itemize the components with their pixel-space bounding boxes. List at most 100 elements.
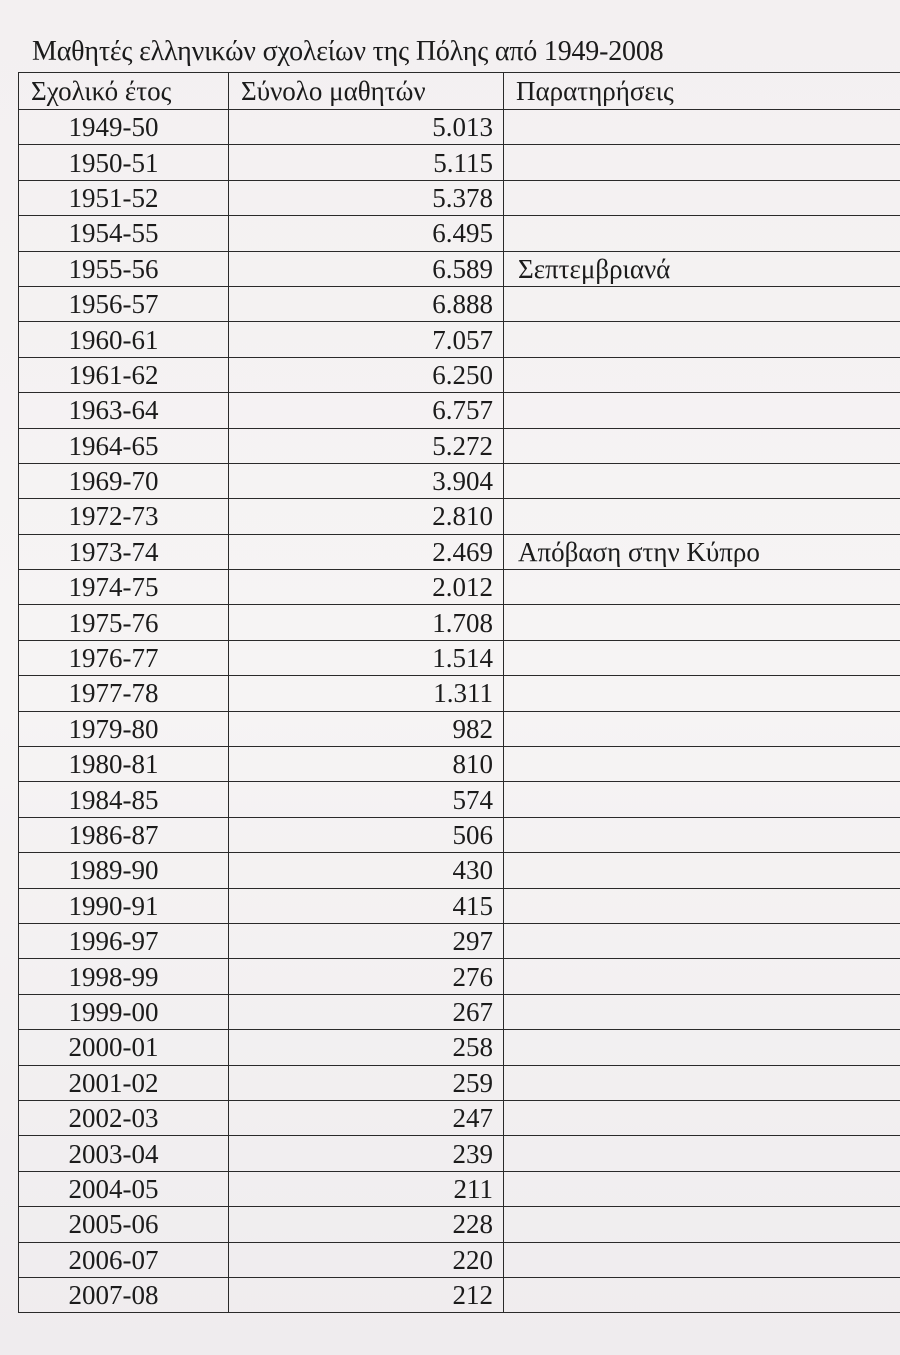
remarks-cell: [503, 746, 900, 783]
table-row: 1960-61 7.057: [18, 321, 900, 358]
total-students-cell: 212: [228, 1276, 504, 1314]
total-students-cell: 2.012: [228, 569, 504, 606]
page-title: Μαθητές ελληνικών σχολείων της Πόλης από…: [32, 36, 664, 67]
total-students-cell: 239: [228, 1135, 504, 1172]
school-year-cell: 1973-74: [18, 533, 229, 571]
total-students-cell: 228: [228, 1206, 504, 1243]
school-year-cell: 1972-73: [18, 498, 229, 535]
school-year-cell: 1989-90: [18, 852, 229, 889]
table-row: 1979-80 982: [18, 710, 900, 748]
table-row: 1990-91 415: [18, 887, 900, 924]
total-students-cell: 220: [228, 1241, 504, 1278]
table-row: 1977-78 1.311: [18, 675, 900, 712]
remarks-cell: [503, 710, 900, 748]
school-year-cell: 2000-01: [18, 1029, 229, 1066]
remarks-cell: [503, 1170, 900, 1208]
table-row: 1980-81 810: [18, 746, 900, 783]
school-year-cell: 1963-64: [18, 392, 229, 429]
total-students-cell: 6.250: [228, 356, 504, 394]
school-year-cell: 1976-77: [18, 639, 229, 677]
school-year-cell: 1949-50: [18, 108, 229, 146]
total-students-cell: 2.469: [228, 533, 504, 571]
school-year-cell: 1961-62: [18, 356, 229, 394]
total-students-cell: 247: [228, 1099, 504, 1137]
total-students-cell: 276: [228, 958, 504, 995]
total-students-cell: 506: [228, 816, 504, 854]
table-row: 1998-99 276: [18, 958, 900, 995]
students-table: Σχολικό έτος Σύνολο μαθητών Παρατηρήσεις…: [18, 72, 900, 1314]
remarks-cell: [503, 1029, 900, 1066]
total-students-cell: 6.888: [228, 285, 504, 323]
table-row: 2007-08 212: [18, 1276, 900, 1314]
total-students-cell: 5.378: [228, 179, 504, 217]
column-header-remarks: Παρατηρήσεις: [503, 72, 900, 110]
school-year-cell: 1998-99: [18, 958, 229, 995]
remarks-cell: [503, 993, 900, 1031]
table-row: 1989-90 430: [18, 852, 900, 889]
table-row: 1961-62 6.250: [18, 356, 900, 394]
remarks-cell: [503, 639, 900, 677]
remarks-cell: [503, 675, 900, 712]
total-students-cell: 1.708: [228, 604, 504, 641]
school-year-cell: 1950-51: [18, 144, 229, 181]
total-students-cell: 2.810: [228, 498, 504, 535]
total-students-cell: 982: [228, 710, 504, 748]
table-row: 1972-73 2.810: [18, 498, 900, 535]
school-year-cell: 1964-65: [18, 427, 229, 464]
table-row: 1975-76 1.708: [18, 604, 900, 641]
remarks-cell: [503, 108, 900, 146]
school-year-cell: 1990-91: [18, 887, 229, 924]
total-students-cell: 1.311: [228, 675, 504, 712]
table-row: 2003-04 239: [18, 1135, 900, 1172]
table-row: 1974-75 2.012: [18, 569, 900, 606]
remarks-cell: Απόβαση στην Κύπρο: [503, 533, 900, 571]
table-row: 1956-57 6.888: [18, 285, 900, 323]
remarks-cell: [503, 144, 900, 181]
total-students-cell: 574: [228, 781, 504, 818]
school-year-cell: 1986-87: [18, 816, 229, 854]
remarks-cell: [503, 1241, 900, 1278]
remarks-cell: [503, 1276, 900, 1314]
school-year-cell: 1975-76: [18, 604, 229, 641]
total-students-cell: 810: [228, 746, 504, 783]
school-year-cell: 2003-04: [18, 1135, 229, 1172]
remarks-cell: [503, 781, 900, 818]
school-year-cell: 1960-61: [18, 321, 229, 358]
table-row: 2000-01 258: [18, 1029, 900, 1066]
school-year-cell: 2007-08: [18, 1276, 229, 1314]
table-row: 1955-56 6.589 Σεπτεμβριανά: [18, 250, 900, 287]
total-students-cell: 6.757: [228, 392, 504, 429]
table-row: 1954-55 6.495: [18, 215, 900, 252]
remarks-cell: [503, 356, 900, 394]
school-year-cell: 2005-06: [18, 1206, 229, 1243]
table-row: 1999-00 267: [18, 993, 900, 1031]
remarks-cell: [503, 852, 900, 889]
remarks-cell: [503, 958, 900, 995]
school-year-cell: 1977-78: [18, 675, 229, 712]
remarks-cell: [503, 604, 900, 641]
table-row: 1951-52 5.378: [18, 179, 900, 217]
total-students-cell: 211: [228, 1170, 504, 1208]
remarks-cell: [503, 179, 900, 217]
table-row: 1986-87 506: [18, 816, 900, 854]
total-students-cell: 1.514: [228, 639, 504, 677]
total-students-cell: 5.115: [228, 144, 504, 181]
table-row: 2006-07 220: [18, 1241, 900, 1278]
total-students-cell: 5.013: [228, 108, 504, 146]
total-students-cell: 258: [228, 1029, 504, 1066]
total-students-cell: 6.495: [228, 215, 504, 252]
remarks-cell: [503, 427, 900, 464]
total-students-cell: 297: [228, 922, 504, 960]
table-row: 2001-02 259: [18, 1064, 900, 1101]
school-year-cell: 1951-52: [18, 179, 229, 217]
school-year-cell: 1979-80: [18, 710, 229, 748]
column-header-school-year: Σχολικό έτος: [18, 72, 229, 110]
school-year-cell: 2006-07: [18, 1241, 229, 1278]
table-row: 1963-64 6.757: [18, 392, 900, 429]
school-year-cell: 1999-00: [18, 993, 229, 1031]
table-row: 1969-70 3.904: [18, 462, 900, 500]
remarks-cell: [503, 816, 900, 854]
school-year-cell: 1956-57: [18, 285, 229, 323]
total-students-cell: 6.589: [228, 250, 504, 287]
school-year-cell: 1996-97: [18, 922, 229, 960]
